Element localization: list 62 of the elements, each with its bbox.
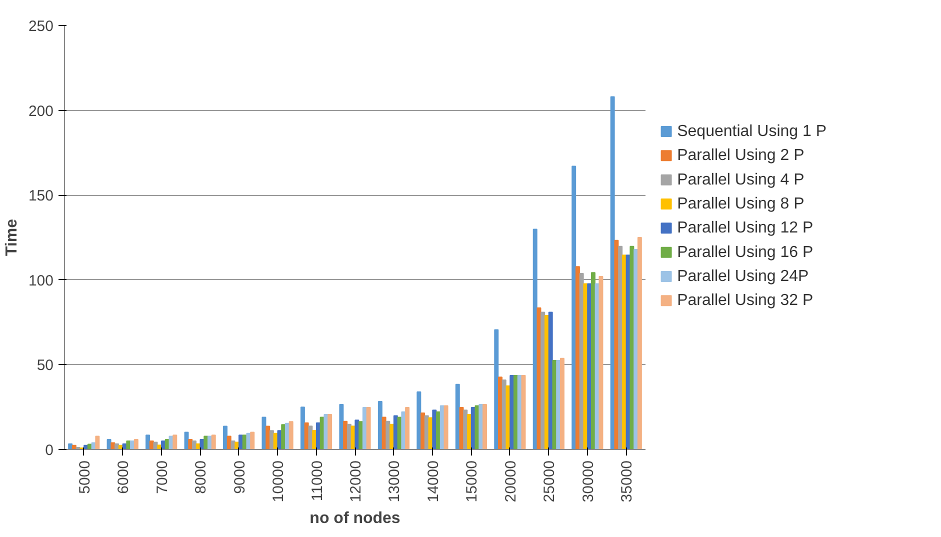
x-tick-label: 7000	[154, 460, 171, 494]
x-tick-label: 30000	[580, 460, 597, 502]
y-tick-label: 200	[28, 102, 54, 120]
bar	[211, 434, 216, 450]
bar	[146, 434, 150, 450]
x-tick-label: 5000	[76, 460, 94, 494]
x-axis-title: no of nodes	[310, 510, 400, 528]
y-axis-title: Time	[3, 218, 20, 256]
legend-label: Sequential Using 1 P	[677, 123, 827, 140]
y-tick-label: 100	[28, 272, 54, 290]
bar	[172, 434, 178, 450]
x-tick-label: 11000	[308, 460, 326, 502]
bar	[339, 404, 344, 450]
y-tick-label: 250	[28, 18, 54, 35]
legend-label: Parallel Using 16 P	[677, 244, 814, 261]
bar	[502, 379, 506, 450]
bar	[444, 405, 448, 450]
bar	[288, 421, 294, 450]
legend-label: Parallel Using 2 P	[677, 147, 804, 164]
bar	[223, 426, 228, 450]
bar	[405, 406, 410, 450]
bar	[134, 438, 138, 450]
x-tick-label: 15000	[464, 460, 481, 502]
bar	[250, 432, 255, 450]
bar	[572, 166, 576, 450]
x-tick-label: 13000	[386, 460, 404, 502]
bar	[521, 375, 526, 450]
legend-label: Parallel Using 32 P	[677, 292, 814, 310]
x-tick-label: 25000	[541, 460, 558, 502]
x-tick-label: 10000	[270, 460, 288, 502]
bar	[269, 430, 274, 450]
bar	[262, 416, 266, 450]
bar	[378, 401, 382, 450]
legend-label: Parallel Using 24P	[677, 268, 809, 286]
legend-label: Parallel Using 8 P	[677, 196, 804, 213]
x-tick-label: 20000	[502, 460, 520, 502]
bar	[95, 436, 100, 450]
bar	[300, 406, 305, 450]
x-tick-label: 9000	[231, 460, 248, 494]
y-tick-label: 150	[28, 188, 54, 205]
bar	[482, 404, 487, 450]
bar	[463, 410, 468, 450]
legend-label: Parallel Using 12 P	[677, 220, 814, 237]
bar	[366, 406, 371, 450]
bar	[590, 272, 596, 450]
x-tick-label: 8000	[192, 460, 210, 494]
x-tick-label: 35000	[618, 460, 636, 502]
bar	[637, 237, 642, 450]
y-tick-label: 0	[45, 442, 54, 459]
bar	[455, 384, 460, 450]
bar	[308, 426, 313, 450]
bar	[424, 415, 429, 450]
bar	[494, 329, 499, 450]
x-tick-label: 6000	[115, 460, 132, 494]
x-tick-label: 12000	[348, 460, 364, 502]
bar	[328, 414, 332, 450]
x-tick-label: 14000	[424, 460, 442, 502]
legend-label: Parallel Using 4 P	[677, 171, 804, 188]
bar	[416, 391, 422, 450]
bar	[598, 276, 604, 450]
y-tick-label: 50	[36, 357, 54, 374]
bar	[560, 358, 564, 450]
